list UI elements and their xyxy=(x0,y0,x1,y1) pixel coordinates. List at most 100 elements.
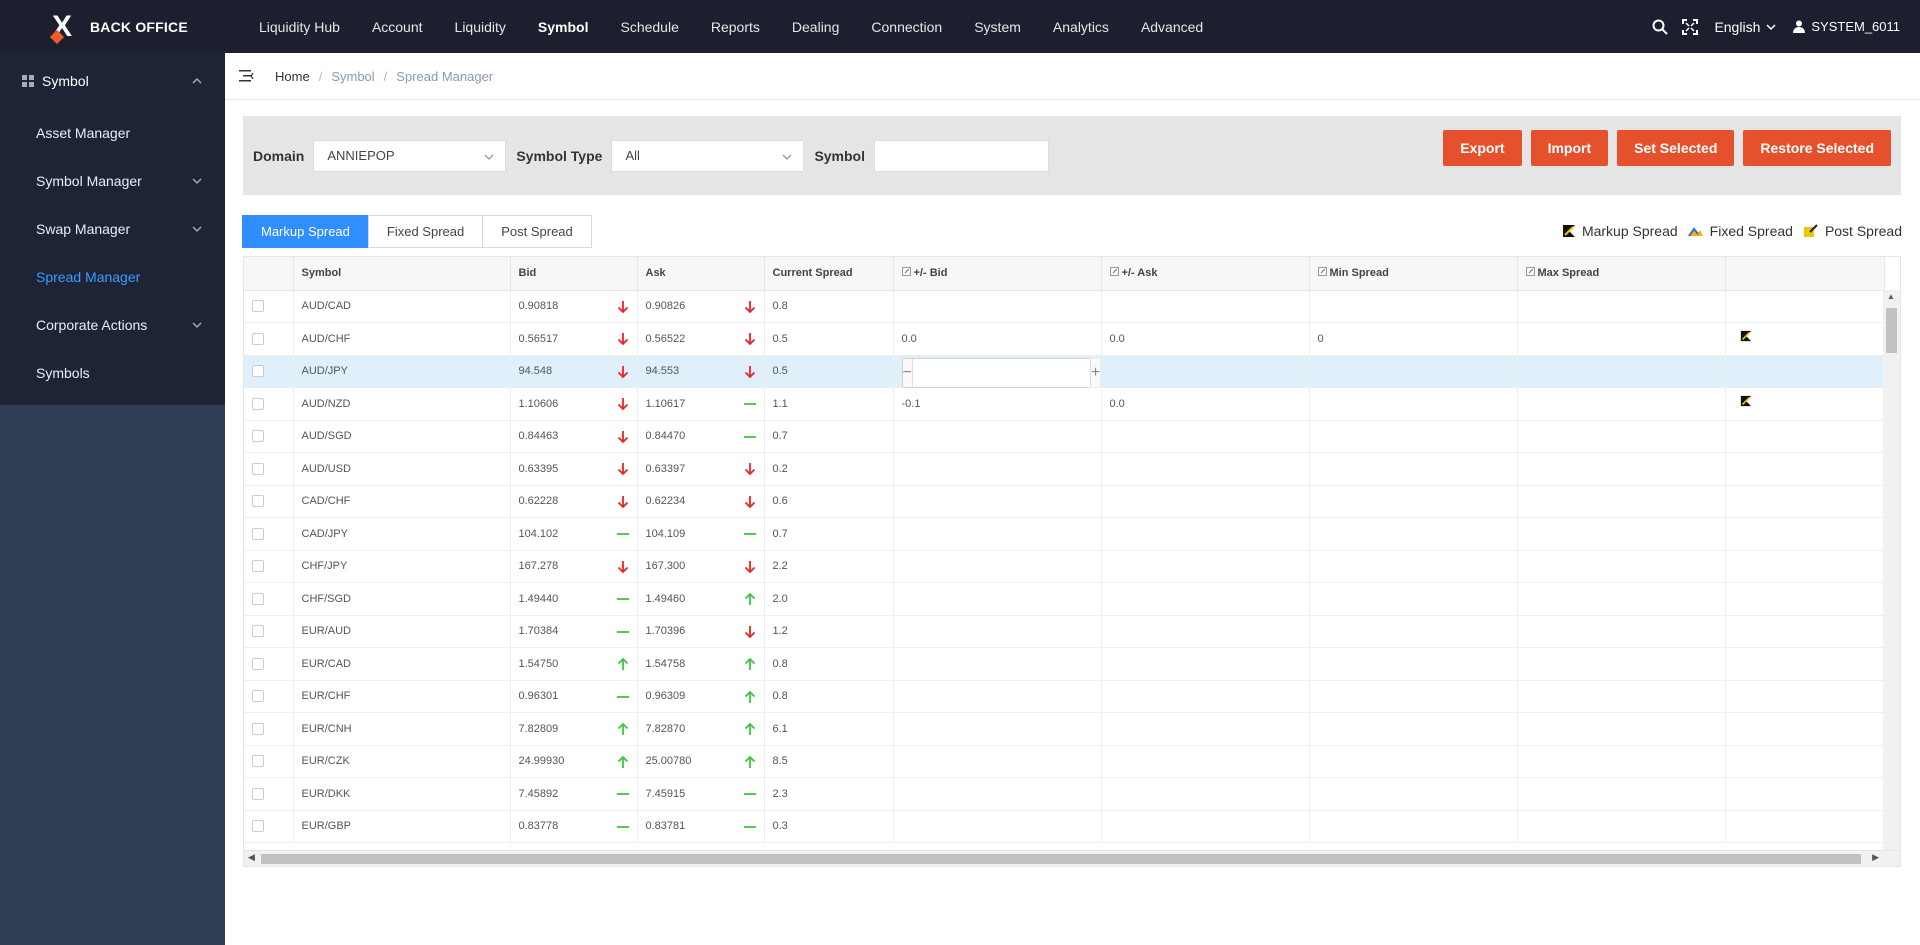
pm-bid-cell[interactable] xyxy=(893,517,1102,551)
max-spread-cell[interactable] xyxy=(1517,517,1726,551)
max-spread-cell[interactable] xyxy=(1517,615,1726,648)
row-checkbox[interactable] xyxy=(252,560,264,573)
pm-bid-cell[interactable] xyxy=(893,712,1102,746)
max-spread-cell[interactable] xyxy=(1517,582,1726,616)
sidebar-item-symbol-manager[interactable]: Symbol Manager xyxy=(0,157,225,205)
row-checkbox[interactable] xyxy=(252,722,264,735)
pm-bid-cell[interactable] xyxy=(893,745,1102,778)
table-row[interactable]: AUD/CHF 0.56517 0.56522 0.5 0.0 0.0 0 xyxy=(244,322,1885,356)
max-spread-cell[interactable] xyxy=(1517,355,1726,388)
row-checkbox[interactable] xyxy=(252,625,264,638)
pm-ask-cell[interactable] xyxy=(1101,485,1310,518)
pm-ask-cell[interactable]: 0.0 xyxy=(1101,322,1310,356)
min-spread-cell[interactable] xyxy=(1309,452,1518,486)
menu-toggle-icon[interactable] xyxy=(239,69,255,83)
pm-bid-cell[interactable] xyxy=(893,550,1102,583)
pm-bid-cell[interactable] xyxy=(893,777,1102,811)
max-spread-cell[interactable] xyxy=(1517,550,1726,583)
nav-symbol[interactable]: Symbol xyxy=(537,18,589,35)
min-spread-cell[interactable]: 0 xyxy=(1309,322,1518,356)
row-checkbox[interactable] xyxy=(252,527,264,540)
min-spread-cell[interactable] xyxy=(1309,810,1518,843)
pm-bid-cell[interactable]: − + xyxy=(893,355,1102,388)
min-spread-cell[interactable] xyxy=(1309,777,1518,811)
pm-ask-cell[interactable] xyxy=(1101,452,1310,486)
nav-connection[interactable]: Connection xyxy=(871,18,943,35)
search-icon[interactable] xyxy=(1652,19,1669,35)
pm-ask-cell[interactable] xyxy=(1101,615,1310,648)
table-row[interactable]: EUR/DKK 7.45892 7.45915 2.3 xyxy=(244,777,1885,811)
nav-liquidity[interactable]: Liquidity xyxy=(454,18,506,35)
pm-ask-cell[interactable] xyxy=(1101,582,1310,616)
tab-fixed-spread[interactable]: Fixed Spread xyxy=(367,215,484,248)
row-checkbox[interactable] xyxy=(252,462,264,475)
nav-system[interactable]: System xyxy=(974,18,1021,35)
scroll-up-icon[interactable]: ▲ xyxy=(1887,292,1895,301)
pm-ask-cell[interactable] xyxy=(1101,745,1310,778)
row-checkbox[interactable] xyxy=(252,820,264,833)
pm-bid-cell[interactable] xyxy=(893,810,1102,843)
pm-ask-cell[interactable] xyxy=(1101,290,1310,323)
min-spread-cell[interactable] xyxy=(1309,355,1518,388)
pm-ask-cell[interactable] xyxy=(1101,712,1310,746)
table-row[interactable]: CHF/JPY 167.278 167.300 2.2 xyxy=(244,550,1885,583)
pm-bid-cell[interactable]: 0.0 xyxy=(893,322,1102,356)
scroll-right-icon[interactable]: ▶ xyxy=(1872,852,1879,862)
max-spread-cell[interactable] xyxy=(1517,290,1726,323)
pm-ask-cell[interactable] xyxy=(1101,517,1310,551)
table-row[interactable]: CHF/SGD 1.49440 1.49460 2.0 xyxy=(244,582,1885,616)
sidebar-section-symbol[interactable]: Symbol xyxy=(0,53,225,109)
fullscreen-icon[interactable] xyxy=(1682,18,1699,35)
header-max-spread[interactable]: Max Spread xyxy=(1517,257,1726,291)
min-spread-cell[interactable] xyxy=(1309,485,1518,518)
max-spread-cell[interactable] xyxy=(1517,745,1726,778)
pm-ask-cell[interactable] xyxy=(1101,420,1310,453)
min-spread-cell[interactable] xyxy=(1309,387,1518,421)
row-checkbox[interactable] xyxy=(252,690,264,703)
pm-ask-cell[interactable] xyxy=(1101,647,1310,681)
max-spread-cell[interactable] xyxy=(1517,420,1726,453)
row-checkbox[interactable] xyxy=(252,430,264,443)
max-spread-cell[interactable] xyxy=(1517,485,1726,518)
min-spread-cell[interactable] xyxy=(1309,550,1518,583)
pm-bid-cell[interactable]: -0.1 xyxy=(893,387,1102,421)
tab-markup-spread[interactable]: Markup Spread xyxy=(242,215,369,248)
nav-analytics[interactable]: Analytics xyxy=(1052,18,1109,35)
min-spread-cell[interactable] xyxy=(1309,582,1518,616)
table-row[interactable]: AUD/SGD 0.84463 0.84470 0.7 xyxy=(244,420,1885,453)
min-spread-cell[interactable] xyxy=(1309,647,1518,681)
sidebar-item-corporate-actions[interactable]: Corporate Actions xyxy=(0,301,225,349)
row-checkbox[interactable] xyxy=(252,365,264,378)
max-spread-cell[interactable] xyxy=(1517,777,1726,811)
min-spread-cell[interactable] xyxy=(1309,420,1518,453)
min-spread-cell[interactable] xyxy=(1309,290,1518,323)
breadcrumb-home[interactable]: Home xyxy=(275,68,310,84)
table-row[interactable]: CAD/CHF 0.62228 0.62234 0.6 xyxy=(244,485,1885,518)
symbol-type-select[interactable]: All xyxy=(611,139,805,172)
brand[interactable]: X BACK OFFICE xyxy=(0,0,225,53)
header-symbol[interactable]: Symbol xyxy=(293,257,511,291)
table-row[interactable]: EUR/CAD 1.54750 1.54758 0.8 xyxy=(244,647,1885,681)
tab-post-spread[interactable]: Post Spread xyxy=(482,215,592,248)
pm-bid-stepper[interactable]: − + xyxy=(901,357,1101,388)
header-current-spread[interactable]: Current Spread xyxy=(764,257,894,291)
row-checkbox[interactable] xyxy=(252,495,264,508)
table-row[interactable]: AUD/NZD 1.10606 1.10617 1.1 -0.1 0.0 xyxy=(244,387,1885,421)
table-row[interactable]: AUD/CAD 0.90818 0.90826 0.8 xyxy=(244,290,1885,323)
restore-selected-button[interactable]: Restore Selected xyxy=(1743,130,1891,166)
pm-bid-cell[interactable] xyxy=(893,485,1102,518)
plus-icon[interactable]: + xyxy=(1089,358,1101,387)
table-row[interactable]: EUR/CNH 7.82809 7.82870 6.1 xyxy=(244,712,1885,746)
table-row[interactable]: EUR/AUD 1.70384 1.70396 1.2 xyxy=(244,615,1885,648)
pm-ask-cell[interactable] xyxy=(1101,680,1310,713)
header-pm-bid[interactable]: +/- Bid xyxy=(893,257,1102,291)
max-spread-cell[interactable] xyxy=(1517,322,1726,356)
pm-ask-cell[interactable] xyxy=(1101,777,1310,811)
pm-bid-cell[interactable] xyxy=(893,582,1102,616)
set-selected-button[interactable]: Set Selected xyxy=(1617,130,1735,166)
pm-bid-cell[interactable] xyxy=(893,615,1102,648)
table-row[interactable]: EUR/CZK 24.99930 25.00780 8.5 xyxy=(244,745,1885,778)
horizontal-scrollbar[interactable]: ◀ ▶ xyxy=(244,850,1900,866)
max-spread-cell[interactable] xyxy=(1517,712,1726,746)
pm-bid-cell[interactable] xyxy=(893,680,1102,713)
